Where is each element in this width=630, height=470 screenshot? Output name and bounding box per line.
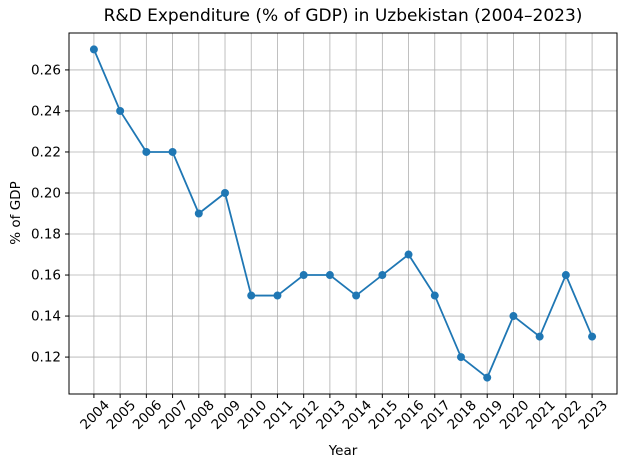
x-tick-label: 2018 — [444, 397, 480, 433]
y-tick-label: 0.14 — [31, 309, 61, 325]
y-tick-label: 0.20 — [31, 185, 61, 201]
x-tick-label: 2017 — [418, 397, 454, 433]
y-tick-label: 0.12 — [31, 350, 61, 366]
data-point-marker — [273, 291, 282, 300]
y-tick-label: 0.22 — [31, 144, 61, 160]
x-tick-label: 2011 — [261, 397, 297, 433]
x-tick-label: 2005 — [103, 397, 139, 433]
x-tick-label: 2014 — [339, 397, 375, 433]
x-tick-label: 2012 — [287, 397, 323, 433]
chart-title: R&D Expenditure (% of GDP) in Uzbekistan… — [103, 6, 583, 26]
data-point-marker — [483, 373, 492, 382]
x-tick-label: 2006 — [130, 397, 166, 433]
x-tick-label: 2019 — [471, 397, 507, 433]
data-point-marker — [116, 106, 125, 115]
x-tick-label: 2015 — [366, 397, 402, 433]
x-tick-label: 2004 — [77, 397, 113, 433]
data-point-marker — [168, 147, 177, 156]
data-point-marker — [430, 291, 439, 300]
x-tick-label: 2016 — [392, 397, 428, 433]
y-tick-label: 0.16 — [31, 268, 61, 284]
plot-border — [68, 32, 618, 395]
x-tick-label: 2022 — [549, 397, 585, 433]
data-point-marker — [561, 271, 570, 280]
x-tick-label: 2020 — [497, 397, 533, 433]
x-tick-label: 2021 — [523, 397, 559, 433]
data-point-marker — [194, 209, 203, 218]
data-point-marker — [325, 271, 334, 280]
x-tick-label: 2013 — [313, 397, 349, 433]
y-tick-label: 0.18 — [31, 227, 61, 243]
x-tick-label: 2008 — [182, 397, 218, 433]
y-tick-label: 0.26 — [31, 62, 61, 78]
x-tick-label: 2010 — [235, 397, 271, 433]
x-tick-label: 2009 — [208, 397, 244, 433]
data-point-marker — [588, 332, 597, 341]
data-point-marker — [299, 271, 308, 280]
data-line — [93, 48, 593, 379]
x-tick-label: 2023 — [575, 397, 611, 433]
data-point-marker — [456, 353, 465, 362]
y-axis-label: % of GDP — [8, 181, 24, 245]
data-point-marker — [142, 147, 151, 156]
data-point-marker — [89, 45, 98, 54]
data-point-marker — [247, 291, 256, 300]
data-point-marker — [509, 312, 518, 321]
x-tick-label: 2007 — [156, 397, 192, 433]
data-point-marker — [404, 250, 413, 259]
x-axis-label: Year — [328, 443, 358, 459]
data-point-marker — [378, 271, 387, 280]
data-point-marker — [535, 332, 544, 341]
data-point-marker — [352, 291, 361, 300]
data-point-marker — [221, 188, 230, 197]
y-tick-label: 0.24 — [31, 103, 61, 119]
